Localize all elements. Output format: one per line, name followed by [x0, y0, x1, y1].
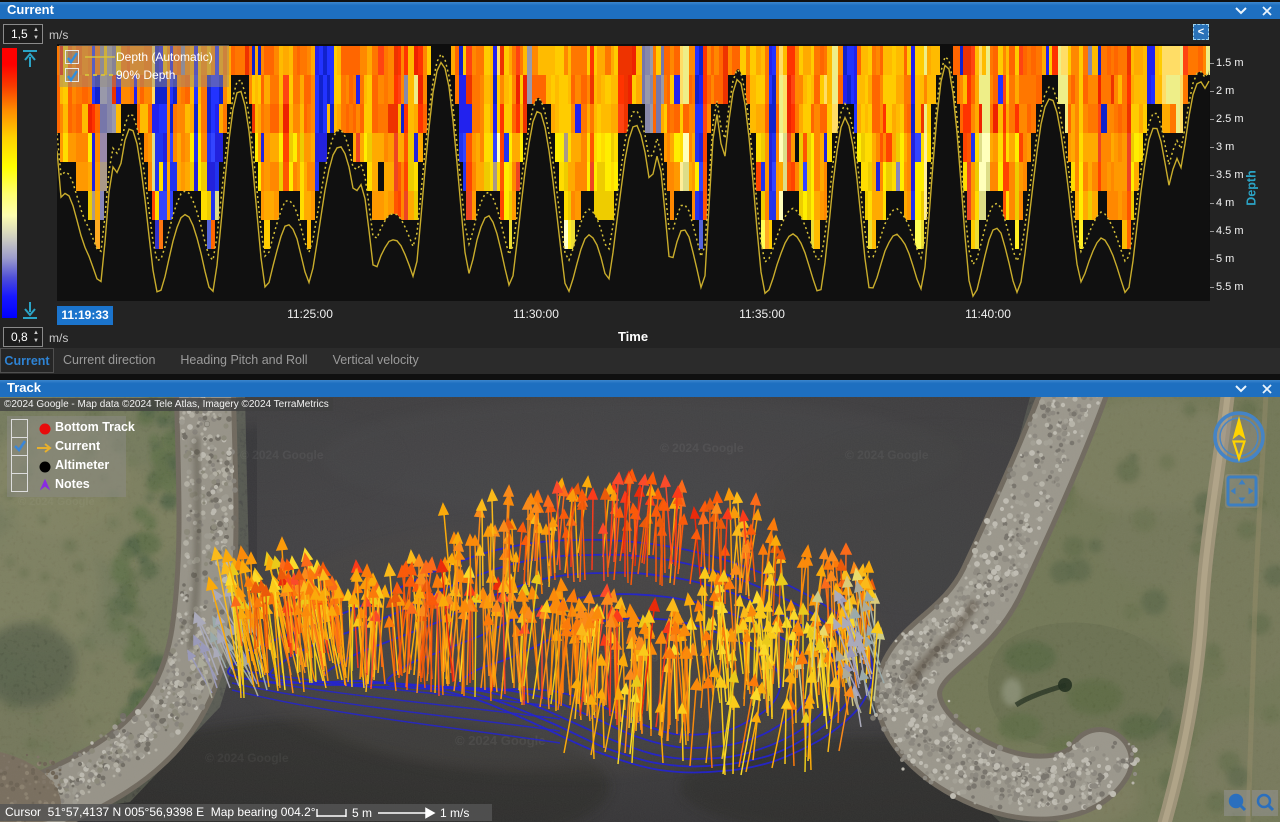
svg-text:1 m/s: 1 m/s	[440, 806, 469, 819]
svg-text:5 m: 5 m	[352, 806, 372, 819]
